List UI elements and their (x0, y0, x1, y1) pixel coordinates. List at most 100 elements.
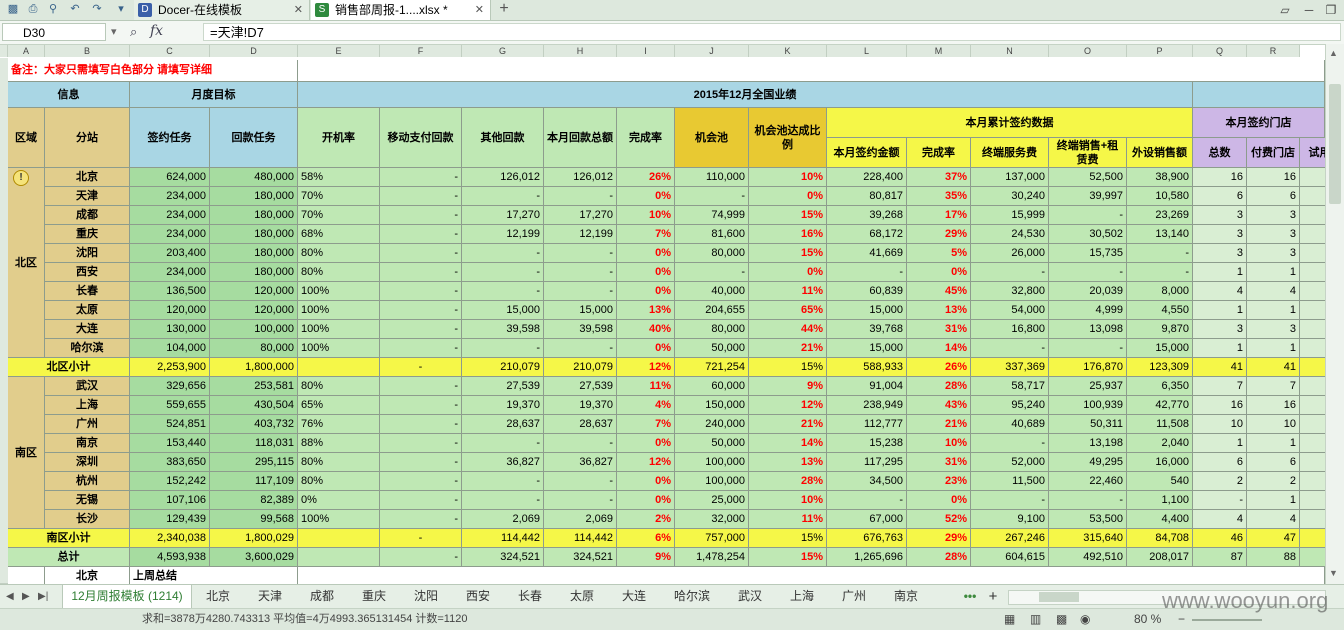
data-cell[interactable]: 329,656 (130, 377, 210, 396)
grand-total-cell[interactable] (1300, 548, 1325, 567)
data-cell[interactable]: 540 (1127, 472, 1193, 491)
data-cell[interactable]: 28% (749, 472, 827, 491)
data-cell[interactable]: 3 (1193, 320, 1247, 339)
data-cell[interactable]: - (380, 187, 462, 206)
data-cell[interactable]: 180,000 (210, 206, 298, 225)
data-cell[interactable]: 15,735 (1049, 244, 1127, 263)
data-cell[interactable]: 180,000 (210, 263, 298, 282)
subtotal-cell[interactable]: 15% (749, 358, 827, 377)
header-opportunity-pool[interactable]: 机会池 (675, 108, 749, 168)
data-cell[interactable]: 6 (1247, 453, 1300, 472)
sheet-nav-first-icon[interactable]: ◀ (6, 591, 14, 602)
branch-cell[interactable]: 沈阳 (45, 244, 130, 263)
grand-total-cell[interactable] (298, 548, 380, 567)
data-cell[interactable]: 10 (1247, 415, 1300, 434)
data-cell[interactable]: 27,539 (544, 377, 617, 396)
data-cell[interactable]: - (380, 491, 462, 510)
data-cell[interactable]: 16% (749, 225, 827, 244)
data-cell[interactable]: - (462, 434, 544, 453)
data-cell[interactable]: 1 (1193, 434, 1247, 453)
data-cell[interactable]: 21% (749, 339, 827, 358)
data-cell[interactable]: - (1049, 491, 1127, 510)
data-cell[interactable] (1300, 263, 1325, 282)
data-cell[interactable]: 15,999 (971, 206, 1049, 225)
data-cell[interactable]: 16,000 (1127, 453, 1193, 472)
data-cell[interactable]: - (971, 339, 1049, 358)
data-cell[interactable]: 28% (907, 377, 971, 396)
name-box-dropdown-icon[interactable]: ▾ (111, 26, 117, 38)
zoom-slider[interactable] (1192, 619, 1262, 621)
data-cell[interactable]: 12,199 (544, 225, 617, 244)
data-cell[interactable]: - (1049, 263, 1127, 282)
subtotal-label[interactable]: 北区小计 (8, 358, 130, 377)
data-cell[interactable]: 19,370 (462, 396, 544, 415)
data-cell[interactable]: 6 (1193, 187, 1247, 206)
data-cell[interactable]: - (380, 339, 462, 358)
sheet-tab[interactable]: 武汉 (737, 589, 762, 603)
header-month-total[interactable]: 本月回款总额 (544, 108, 617, 168)
warning-icon[interactable]: ! (13, 170, 29, 186)
minimize-icon[interactable]: ─ (1304, 3, 1314, 17)
data-cell[interactable]: - (380, 472, 462, 491)
branch-cell[interactable]: 成都 (45, 206, 130, 225)
data-cell[interactable]: 26,000 (971, 244, 1049, 263)
data-cell[interactable]: - (544, 491, 617, 510)
column-header[interactable]: J (675, 45, 749, 57)
data-cell[interactable]: 42,770 (1127, 396, 1193, 415)
data-cell[interactable]: 13,198 (1049, 434, 1127, 453)
data-cell[interactable]: 80% (298, 377, 380, 396)
data-cell[interactable]: 4 (1247, 510, 1300, 529)
data-cell[interactable]: 9,870 (1127, 320, 1193, 339)
grand-total-cell[interactable]: 87 (1193, 548, 1247, 567)
cell[interactable] (298, 60, 1325, 82)
subtotal-cell[interactable]: 210,079 (462, 358, 544, 377)
data-cell[interactable]: 28,637 (544, 415, 617, 434)
grand-total-cell[interactable]: 208,017 (1127, 548, 1193, 567)
data-cell[interactable]: 0% (298, 491, 380, 510)
data-cell[interactable]: 74,999 (675, 206, 749, 225)
header-paid-stores[interactable]: 付费门店 (1247, 138, 1300, 168)
branch-cell[interactable]: 大连 (45, 320, 130, 339)
data-cell[interactable]: 19,370 (544, 396, 617, 415)
data-cell[interactable]: 30,502 (1049, 225, 1127, 244)
data-cell[interactable]: 107,106 (130, 491, 210, 510)
data-cell[interactable]: 45% (907, 282, 971, 301)
header-branch[interactable]: 分站 (45, 108, 130, 168)
header-sign-task[interactable]: 签约任务 (130, 108, 210, 168)
data-cell[interactable]: 99,568 (210, 510, 298, 529)
close-tab-icon[interactable]: ✕ (293, 4, 303, 16)
column-header[interactable]: L (827, 45, 907, 57)
data-cell[interactable]: 130,000 (130, 320, 210, 339)
data-cell[interactable]: 2% (617, 510, 675, 529)
data-cell[interactable]: - (544, 282, 617, 301)
data-cell[interactable]: 12,199 (462, 225, 544, 244)
data-cell[interactable]: 100% (298, 320, 380, 339)
data-cell[interactable]: 1 (1247, 434, 1300, 453)
branch-cell[interactable]: 深圳 (45, 453, 130, 472)
column-header[interactable]: N (971, 45, 1049, 57)
reading-mode-icon[interactable]: ▩ (1056, 612, 1068, 626)
branch-cell[interactable]: 北京 (45, 567, 130, 584)
data-cell[interactable]: 383,650 (130, 453, 210, 472)
data-cell[interactable]: 3 (1193, 225, 1247, 244)
data-cell[interactable]: 104,000 (130, 339, 210, 358)
data-cell[interactable]: 16 (1193, 396, 1247, 415)
data-cell[interactable]: 3 (1193, 244, 1247, 263)
data-cell[interactable]: 44% (749, 320, 827, 339)
subtotal-cell[interactable]: 6% (617, 529, 675, 548)
data-cell[interactable]: 40,000 (675, 282, 749, 301)
subtotal-cell[interactable]: 123,309 (1127, 358, 1193, 377)
data-cell[interactable]: 32,800 (971, 282, 1049, 301)
fx-icon[interactable]: fx (150, 23, 164, 39)
data-cell[interactable]: 9,100 (971, 510, 1049, 529)
save-icon[interactable]: ▩ (7, 3, 19, 15)
header-terminal-sales-rent[interactable]: 终端销售+租赁费 (1049, 138, 1127, 168)
data-cell[interactable]: 30,240 (971, 187, 1049, 206)
grand-total-cell[interactable]: 88 (1247, 548, 1300, 567)
data-cell[interactable]: 126,012 (544, 168, 617, 187)
data-cell[interactable]: 137,000 (971, 168, 1049, 187)
data-cell[interactable]: - (544, 187, 617, 206)
page-break-view-icon[interactable]: ▥ (1030, 612, 1042, 626)
data-cell[interactable]: 100% (298, 510, 380, 529)
data-cell[interactable]: 80,000 (210, 339, 298, 358)
